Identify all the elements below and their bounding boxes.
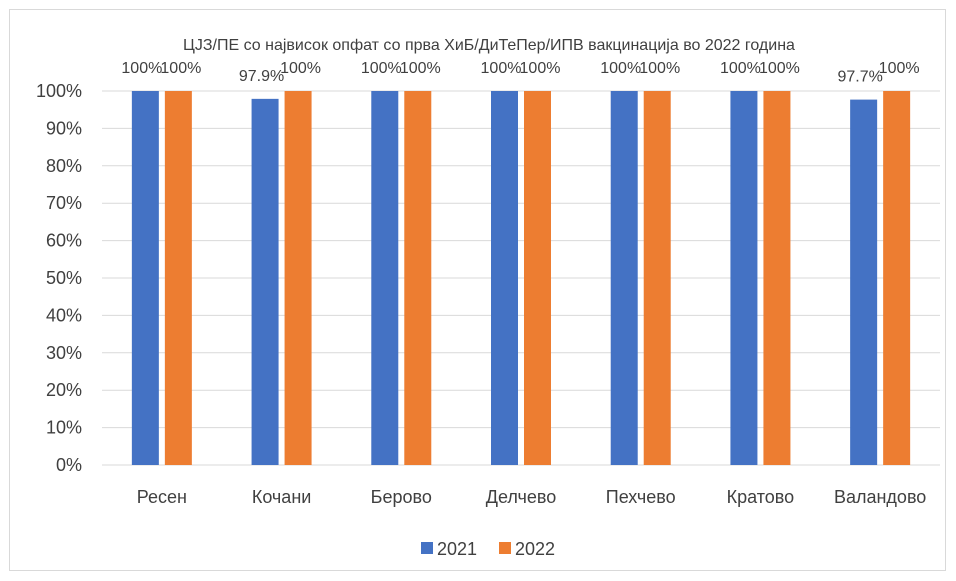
bar-2022 (643, 91, 671, 465)
bar-2022 (284, 91, 312, 465)
data-label-2021: 97.7% (837, 69, 882, 86)
bar-2021 (730, 91, 758, 465)
legend-swatch (499, 542, 511, 554)
data-label-2022: 100% (160, 60, 201, 77)
bar-2022 (763, 91, 791, 465)
y-axis-ticks: 0% 10% 20% 30% 40% 50% 60% 70% 80% 90% 100% (36, 81, 82, 475)
legend-swatch (421, 542, 433, 554)
y-tick-label: 70% (46, 193, 82, 213)
x-axis-categories: Ресен Кочани Берово Делчево Пехчево Кратово Ва… (137, 487, 927, 507)
data-label-2022: 100% (520, 60, 561, 77)
x-category-label: Берово (371, 487, 432, 507)
x-category-label: Пехчево (606, 487, 676, 507)
x-category-label: Ресен (137, 487, 187, 507)
bar-2021 (491, 91, 518, 465)
x-category-label: Кочани (252, 487, 311, 507)
x-category-label: Кратово (727, 487, 795, 507)
data-label-2021: 100% (600, 60, 641, 77)
bar-2022 (404, 91, 432, 465)
y-tick-label: 80% (46, 156, 82, 176)
bar-2022 (883, 91, 911, 465)
y-tick-label: 30% (46, 343, 82, 363)
y-tick-label: 40% (46, 305, 82, 325)
data-label-2021: 100% (121, 60, 162, 77)
bar-2021 (371, 91, 399, 465)
y-tick-label: 100% (36, 81, 82, 101)
data-label-2022: 100% (280, 60, 321, 77)
data-labels: 100%100% 97.9%100% 100%100% 100%100% 100%100… (121, 60, 919, 86)
bars (131, 91, 911, 466)
chart-title: ЦЈЗ/ПЕ со највисок опфат со прва ХиБ/ДиТ… (183, 37, 795, 54)
bar-2022 (164, 91, 192, 465)
bar-2021 (610, 91, 638, 465)
data-label-2022: 100% (879, 60, 920, 77)
bar-2021 (251, 98, 279, 465)
data-label-2022: 100% (400, 60, 441, 77)
y-tick-label: 0% (56, 455, 82, 475)
legend: 2021 2022 (421, 539, 555, 559)
y-tick-label: 10% (46, 418, 82, 438)
data-label-2021: 100% (481, 60, 522, 77)
x-category-label: Валандово (834, 487, 926, 507)
bar-2021 (131, 91, 159, 465)
data-label-2022: 100% (639, 60, 680, 77)
x-category-label: Делчево (486, 487, 556, 507)
data-label-2021: 100% (720, 60, 761, 77)
legend-label: 2022 (515, 539, 555, 559)
data-label-2022: 100% (759, 60, 800, 77)
data-label-2021: 100% (361, 60, 402, 77)
bar-2021 (850, 99, 878, 466)
legend-label: 2021 (437, 539, 477, 559)
gridlines (102, 90, 940, 466)
y-tick-label: 50% (46, 268, 82, 288)
y-tick-label: 20% (46, 380, 82, 400)
bar-2022 (524, 91, 551, 465)
data-label-2021: 97.9% (239, 68, 284, 85)
y-tick-label: 90% (46, 118, 82, 138)
y-tick-label: 60% (46, 231, 82, 251)
